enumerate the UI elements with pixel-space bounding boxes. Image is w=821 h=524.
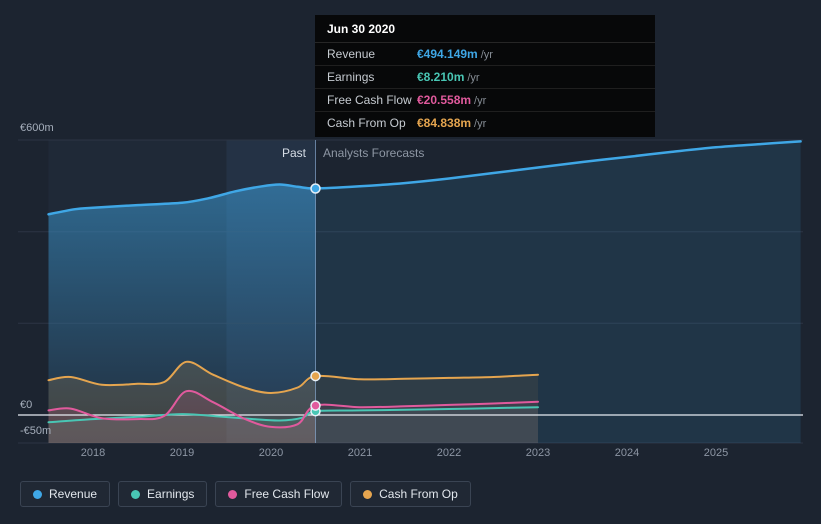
legend-item-label: Cash From Op xyxy=(379,487,458,501)
free-cash-flow-series-dot-icon xyxy=(228,489,238,499)
tooltip: Jun 30 2020 Revenue €494.149m /yr Earnin… xyxy=(315,15,655,137)
tooltip-row-value: €494.149m xyxy=(417,47,478,61)
x-axis-tick: 2025 xyxy=(703,447,729,459)
tooltip-row-value: €20.558m xyxy=(417,93,472,107)
y-axis-label-negative: -€50m xyxy=(20,425,52,437)
tooltip-row-value: €8.210m xyxy=(417,70,465,84)
tooltip-row-label: Revenue xyxy=(327,47,376,61)
x-axis-tick: 2020 xyxy=(258,447,284,459)
forecast-label: Analysts Forecasts xyxy=(323,146,425,160)
tooltip-row-label: Cash From Op xyxy=(327,116,406,130)
x-axis-tick: 2023 xyxy=(525,447,551,459)
revenue-series-dot-icon xyxy=(33,489,42,499)
tooltip-date: Jun 30 2020 xyxy=(315,15,655,43)
tooltip-row-unit: /yr xyxy=(480,49,493,61)
legend-item-earnings[interactable]: Earnings xyxy=(118,481,208,507)
x-axis-tick: 2019 xyxy=(169,447,195,459)
x-axis-tick: 2022 xyxy=(436,447,462,459)
tooltip-row: Revenue €494.149m /yr xyxy=(315,43,655,66)
earnings-series-dot-icon xyxy=(131,489,141,499)
tooltip-row-unit: /yr xyxy=(474,95,487,107)
legend-item-cash-from-op[interactable]: Cash From Op xyxy=(350,481,471,507)
x-axis-tick: 2018 xyxy=(80,447,106,459)
legend-item-label: Earnings xyxy=(147,487,195,501)
x-axis-tick: 2021 xyxy=(347,447,373,459)
tooltip-row-value: €84.838m xyxy=(417,116,472,130)
tooltip-row-unit: /yr xyxy=(474,118,487,130)
x-axis: 2018 2019 2020 2021 2022 2023 2024 2025 xyxy=(0,447,821,463)
tooltip-row-unit: /yr xyxy=(467,72,480,84)
tooltip-row-label: Earnings xyxy=(327,70,375,84)
x-axis-tick: 2024 xyxy=(614,447,640,459)
legend-item-revenue[interactable]: Revenue xyxy=(20,481,111,507)
tooltip-row-label: Free Cash Flow xyxy=(327,93,412,107)
y-axis-label-top: €600m xyxy=(20,122,54,134)
legend: Revenue Earnings Free Cash Flow Cash Fro… xyxy=(20,481,471,507)
past-label: Past xyxy=(281,146,306,160)
legend-item-label: Free Cash Flow xyxy=(244,487,330,501)
legend-item-free-cash-flow[interactable]: Free Cash Flow xyxy=(215,481,343,507)
tooltip-row: Earnings €8.210m /yr xyxy=(315,66,655,89)
legend-item-label: Revenue xyxy=(49,487,98,501)
tooltip-row: Cash From Op €84.838m /yr xyxy=(315,112,655,137)
tooltip-row: Free Cash Flow €20.558m /yr xyxy=(315,89,655,112)
cash-from-op-series-dot-icon xyxy=(363,489,373,499)
y-axis-label-zero: €0 xyxy=(20,399,33,411)
